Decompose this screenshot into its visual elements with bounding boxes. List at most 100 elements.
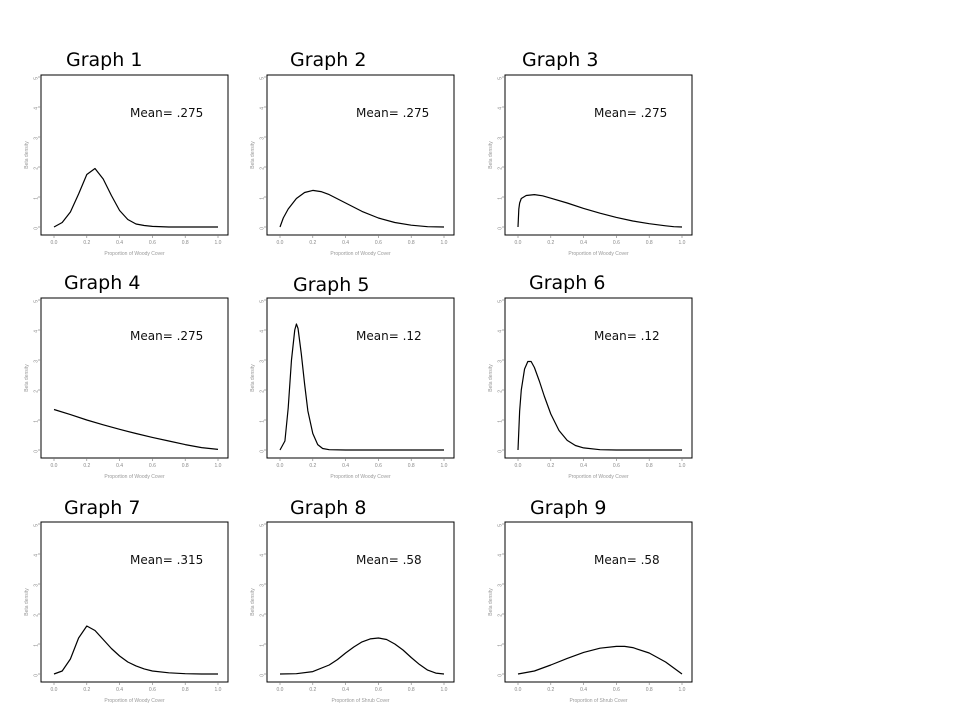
x-tick-label: 0.4	[342, 463, 349, 469]
x-tick-label: 0.0	[515, 240, 522, 246]
x-tick-label: 0.4	[580, 687, 587, 693]
graph-title: Graph 1	[66, 49, 143, 71]
y-tick-label: 2	[34, 614, 40, 617]
y-tick-label: 5	[34, 524, 40, 527]
x-tick-label: 0.0	[515, 463, 522, 469]
x-tick-label: 0.4	[342, 240, 349, 246]
x-tick-label: 1.0	[679, 240, 686, 246]
y-tick-label: 4	[498, 554, 504, 557]
y-tick-label: 2	[34, 390, 40, 393]
graph-title: Graph 2	[290, 49, 367, 71]
x-tick-label: 0.2	[83, 240, 90, 246]
y-axis-title: Beta density	[24, 364, 30, 392]
y-tick-label: 0	[260, 227, 266, 230]
y-axis-title: Beta density	[250, 141, 256, 169]
x-tick-label: 0.0	[277, 463, 284, 469]
x-tick-label: 1.0	[215, 463, 222, 469]
graph-title: Graph 5	[293, 274, 370, 296]
mean-label: Mean= .275	[130, 106, 203, 120]
x-tick-label: 0.4	[116, 687, 123, 693]
plot-area: 0.0 0.2 0.4 0.6 0.8 1.0 0 1 2 3 4 5 Proportion of Wo…	[24, 521, 229, 704]
y-tick-label: 4	[260, 107, 266, 110]
y-tick-label: 5	[260, 524, 266, 527]
y-tick-label: 4	[498, 107, 504, 110]
y-tick-label: 0	[34, 450, 40, 453]
y-tick-label: 2	[498, 614, 504, 617]
mean-label: Mean= .275	[594, 106, 667, 120]
y-tick-label: 5	[498, 524, 504, 527]
y-tick-label: 0	[498, 227, 504, 230]
y-tick-label: 1	[498, 420, 504, 423]
x-tick-label: 0.0	[51, 463, 58, 469]
y-tick-label: 1	[260, 420, 266, 423]
x-tick-label: 0.8	[182, 687, 189, 693]
x-tick-label: 0.2	[547, 687, 554, 693]
y-tick-label: 2	[498, 390, 504, 393]
x-tick-label: 0.6	[375, 240, 382, 246]
x-tick-label: 0.2	[309, 687, 316, 693]
x-tick-label: 0.8	[182, 240, 189, 246]
x-tick-label: 0.2	[83, 463, 90, 469]
x-tick-label: 0.4	[116, 240, 123, 246]
x-tick-label: 0.2	[83, 687, 90, 693]
x-tick-label: 0.8	[646, 687, 653, 693]
y-tick-label: 5	[498, 300, 504, 303]
x-tick-label: 0.4	[580, 463, 587, 469]
x-axis-title: Proportion of Shrub Cover	[331, 698, 389, 704]
density-curve	[517, 645, 683, 675]
x-tick-label: 0.0	[51, 687, 58, 693]
plot-frame	[504, 521, 693, 683]
x-tick-label: 0.0	[515, 687, 522, 693]
x-tick-label: 0.8	[646, 463, 653, 469]
y-axis-title: Beta density	[250, 364, 256, 392]
plot-frame	[40, 74, 229, 236]
x-tick-label: 0.2	[547, 240, 554, 246]
y-tick-label: 4	[498, 330, 504, 333]
y-axis-title: Beta density	[488, 364, 494, 392]
y-tick-label: 3	[34, 360, 40, 363]
x-tick-label: 1.0	[441, 687, 448, 693]
y-tick-label: 0	[498, 674, 504, 677]
mean-label: Mean= .58	[594, 553, 660, 567]
y-tick-label: 3	[498, 360, 504, 363]
x-tick-label: 0.2	[309, 463, 316, 469]
x-axis-title: Proportion of Woody Cover	[104, 474, 165, 480]
y-tick-label: 1	[498, 644, 504, 647]
x-tick-label: 0.8	[182, 463, 189, 469]
y-tick-label: 0	[34, 674, 40, 677]
x-tick-label: 0.4	[116, 463, 123, 469]
mean-label: Mean= .12	[594, 329, 660, 343]
y-axis-title: Beta density	[488, 588, 494, 616]
x-tick-label: 0.8	[408, 463, 415, 469]
x-axis-title: Proportion of Woody Cover	[104, 251, 165, 257]
density-curve	[53, 167, 218, 228]
y-tick-label: 0	[498, 450, 504, 453]
y-tick-label: 4	[34, 107, 40, 110]
plot-area: 0.0 0.2 0.4 0.6 0.8 1.0 0 1 2 3 4 5 Proportion of Wo…	[250, 74, 455, 257]
y-tick-label: 3	[260, 584, 266, 587]
plot-frame	[266, 521, 455, 683]
y-tick-label: 1	[34, 644, 40, 647]
graph-title: Graph 9	[530, 497, 607, 519]
mean-label: Mean= .275	[356, 106, 429, 120]
mean-label: Mean= .58	[356, 553, 422, 567]
x-tick-label: 1.0	[215, 240, 222, 246]
x-tick-label: 0.8	[646, 240, 653, 246]
plot-frame	[504, 297, 693, 459]
graph-title: Graph 6	[529, 272, 606, 294]
plot-frame	[266, 74, 455, 236]
y-tick-label: 2	[498, 167, 504, 170]
x-tick-label: 0.0	[277, 687, 284, 693]
x-axis-title: Proportion of Shrub Cover	[569, 698, 627, 704]
y-tick-label: 4	[34, 554, 40, 557]
x-tick-label: 0.6	[613, 687, 620, 693]
y-tick-label: 3	[34, 584, 40, 587]
x-tick-label: 0.0	[277, 240, 284, 246]
x-tick-label: 0.6	[613, 463, 620, 469]
y-tick-label: 3	[260, 360, 266, 363]
y-tick-label: 2	[260, 390, 266, 393]
density-curve	[279, 323, 444, 451]
x-axis-title: Proportion of Woody Cover	[330, 474, 391, 480]
y-tick-label: 3	[34, 137, 40, 140]
plot-frame	[266, 297, 455, 459]
